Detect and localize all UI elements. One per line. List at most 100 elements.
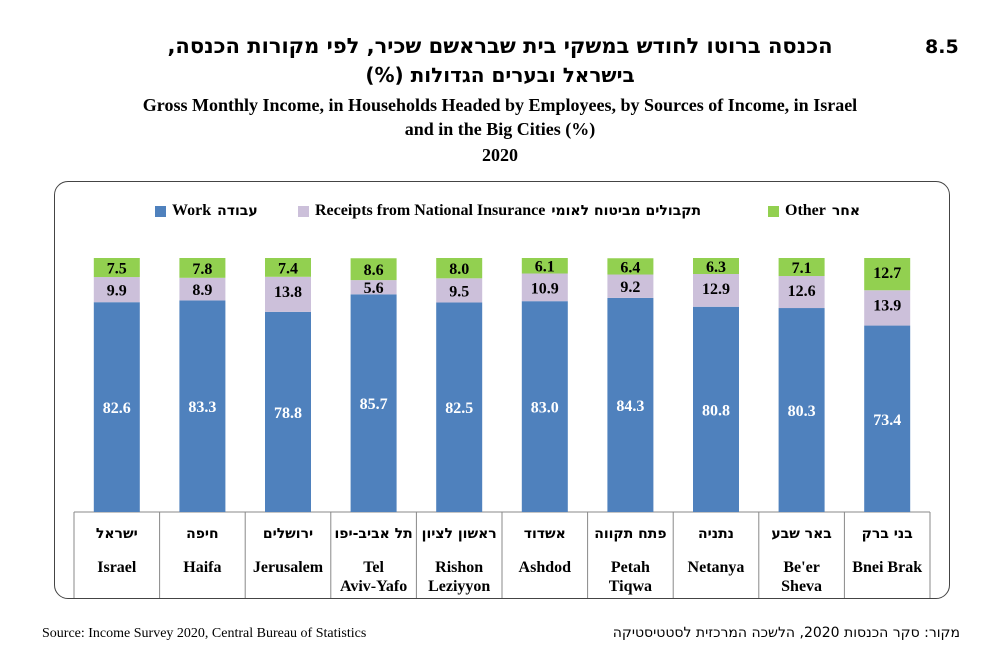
data-label-national-insurance: 9.5: [449, 283, 469, 300]
legend-swatch-work: [155, 205, 166, 217]
category-label-he: תל אביב-יפו: [334, 526, 412, 542]
data-label-other: 6.3: [706, 259, 726, 276]
source-hebrew: מקור: סקר הכנסות 2020, הלשכה המרכזית לסט…: [612, 625, 960, 641]
legend-label-other-en: Other: [785, 202, 826, 219]
title-hebrew-line2: בישראל ובערים הגדולות (%): [365, 63, 635, 87]
bar-work: [607, 297, 654, 512]
bar-work: [521, 301, 568, 512]
category-label-en: Be'er: [783, 559, 819, 576]
title-english-line1: Gross Monthly Income, in Households Head…: [142, 95, 858, 115]
bar-other: [93, 258, 140, 278]
category-label-en: Aviv-Yafo: [340, 578, 407, 595]
data-label-other: 7.1: [792, 260, 812, 277]
legend-label-ni-en: Receipts from National Insurance: [315, 202, 546, 219]
category-label-he: ראשון לציון: [422, 526, 497, 542]
data-label-national-insurance: 12.9: [702, 281, 730, 298]
data-label-work: 78.8: [274, 405, 302, 422]
bar-work: [864, 325, 911, 512]
bar-other: [350, 258, 397, 281]
data-label-work: 83.0: [531, 400, 559, 417]
category-label-he: ישראל: [96, 526, 138, 542]
legend-item-work: Work עבודה: [155, 202, 258, 220]
bar-other: [864, 258, 911, 291]
data-label-national-insurance: 9.2: [620, 279, 640, 296]
data-label-work: 80.3: [788, 403, 816, 420]
category-label-he: ירושלים: [263, 526, 313, 542]
data-label-other: 7.5: [107, 261, 127, 278]
data-label-other: 7.4: [278, 260, 298, 277]
bar-other: [521, 258, 568, 274]
bar-national-insurance: [693, 274, 739, 307]
category-label-he: פתח תקווה: [594, 526, 666, 542]
data-label-national-insurance: 5.6: [364, 280, 384, 297]
data-label-work: 84.3: [616, 398, 644, 415]
bar-other: [436, 258, 483, 279]
legend-label-work-he: עבודה: [217, 203, 258, 219]
data-label-work: 82.5: [445, 400, 473, 417]
bar-work: [350, 294, 397, 512]
category-label-en: Netanya: [688, 559, 745, 576]
chart-frame: [54, 181, 950, 599]
category-label-en: Ashdod: [519, 559, 572, 576]
data-label-national-insurance: 13.8: [274, 284, 302, 301]
category-label-he: חיפה: [186, 526, 219, 542]
bar-work: [778, 308, 825, 512]
source-english: Source: Income Survey 2020, Central Bure…: [42, 626, 367, 641]
bar-national-insurance: [607, 274, 654, 298]
category-label-en: Leziyyon: [428, 578, 490, 595]
category-label-en: Haifa: [183, 559, 221, 576]
chart-number: 8.5: [925, 36, 959, 58]
category-label-he: אשדוד: [524, 526, 566, 542]
category-label-en: Rishon: [435, 559, 483, 576]
bar-work: [436, 302, 483, 512]
data-label-other: 8.0: [449, 261, 469, 278]
legend-label-work-en: Work: [172, 202, 212, 219]
bar-work: [693, 306, 739, 512]
data-label-other: 7.8: [192, 261, 212, 278]
data-label-national-insurance: 8.9: [192, 282, 212, 299]
category-label-he: בני ברק: [862, 526, 913, 542]
data-label-other: 12.7: [873, 265, 901, 282]
legend-swatch-other: [768, 205, 779, 217]
category-label-en: Jerusalem: [253, 559, 324, 576]
category-label-en: Bnei Brak: [852, 559, 922, 576]
category-label-en: Petah: [611, 559, 650, 576]
bar-national-insurance: [521, 273, 568, 302]
title-hebrew-line1: הכנסה ברוטו לחודש במשקי בית שבראשם שכיר,…: [167, 34, 833, 58]
category-label-he: באר שבע: [771, 526, 832, 542]
legend-label-other-he: אחר: [831, 203, 861, 219]
bar-national-insurance: [778, 276, 825, 309]
data-label-national-insurance: 12.6: [788, 283, 816, 300]
bar-national-insurance: [265, 276, 311, 312]
bar-national-insurance: [864, 290, 911, 326]
bar-other: [778, 258, 825, 277]
data-label-work: 83.3: [188, 399, 216, 416]
data-label-other: 6.1: [535, 259, 555, 276]
data-label-national-insurance: 10.9: [531, 280, 559, 297]
data-label-other: 8.6: [364, 262, 384, 279]
title-english-line2: and in the Big Cities (%): [404, 119, 596, 139]
bar-other: [265, 258, 311, 277]
bar-work: [265, 311, 311, 512]
bar-national-insurance: [350, 280, 397, 295]
data-label-work: 80.8: [702, 402, 730, 419]
category-label-en: Tiqwa: [609, 578, 652, 595]
bar-national-insurance: [93, 277, 140, 303]
legend-item-national-insurance: Receipts from National Insurance תקבולים…: [298, 202, 701, 220]
bar-national-insurance: [179, 277, 226, 301]
bar-other: [179, 258, 226, 278]
legend-label-ni-he: תקבולים מביטוח לאומי: [551, 203, 702, 219]
bar-other: [693, 258, 739, 275]
data-label-national-insurance: 13.9: [873, 297, 901, 314]
data-label-other: 6.4: [620, 259, 640, 276]
chart-year: 2020: [482, 145, 518, 165]
category-label-en: Sheva: [781, 578, 822, 595]
data-label-work: 85.7: [360, 396, 388, 413]
category-label-en: Israel: [97, 559, 137, 576]
bar-work: [179, 300, 226, 512]
legend-swatch-national-insurance: [298, 205, 309, 217]
bar-work: [93, 302, 140, 512]
data-label-work: 73.4: [873, 412, 901, 429]
data-label-national-insurance: 9.9: [107, 283, 127, 300]
